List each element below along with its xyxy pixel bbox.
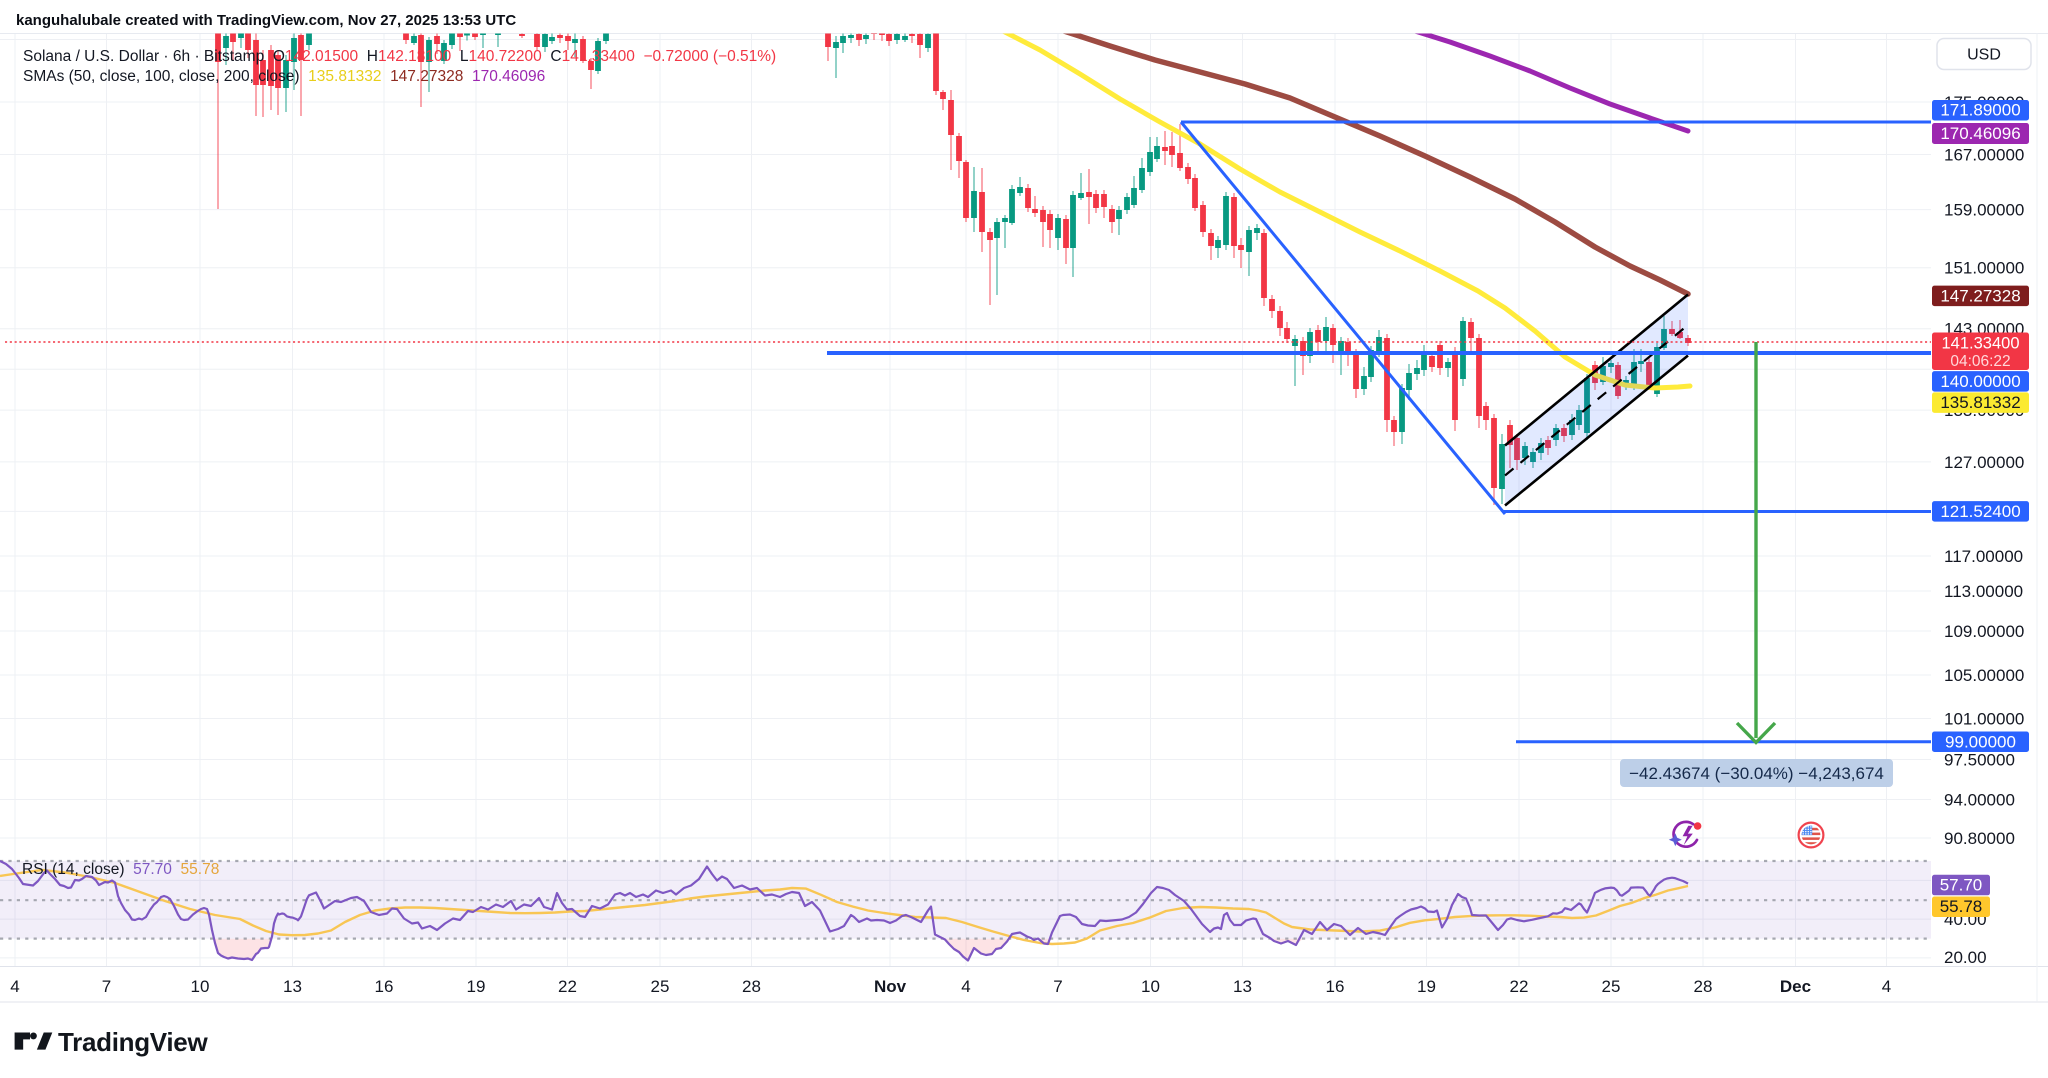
svg-text:113.00000: 113.00000 — [1944, 582, 2023, 601]
svg-text:147.27328: 147.27328 — [1940, 286, 2020, 305]
svg-text:Solana / U.S. Dollar · 6h · Bi: Solana / U.S. Dollar · 6h · Bitstamp O14… — [23, 48, 776, 65]
svg-text:7: 7 — [1053, 977, 1062, 996]
svg-text:28: 28 — [1694, 977, 1713, 996]
svg-text:16: 16 — [375, 977, 394, 996]
svg-text:25: 25 — [1602, 977, 1621, 996]
svg-text:171.89000: 171.89000 — [1940, 101, 2020, 120]
svg-text:101.00000: 101.00000 — [1944, 710, 2024, 729]
svg-text:97.50000: 97.50000 — [1944, 751, 2015, 770]
svg-text:19: 19 — [1417, 977, 1436, 996]
svg-text:4: 4 — [10, 977, 19, 996]
svg-text:20.00: 20.00 — [1944, 948, 1987, 967]
svg-text:141.33400: 141.33400 — [1942, 335, 2020, 353]
svg-text:10: 10 — [191, 977, 210, 996]
svg-text:4: 4 — [961, 977, 970, 996]
svg-text:04:06:22: 04:06:22 — [1950, 353, 2010, 370]
svg-text:kanguhalubale created with Tra: kanguhalubale created with TradingView.c… — [16, 12, 516, 29]
svg-text:22: 22 — [1510, 977, 1529, 996]
svg-text:135.81332: 135.81332 — [1940, 393, 2020, 412]
svg-text:−42.43674 (−30.04%) −4,243,674: −42.43674 (−30.04%) −4,243,674 — [1629, 764, 1884, 783]
svg-text:4: 4 — [1882, 977, 1891, 996]
svg-text:TradingView: TradingView — [58, 1027, 208, 1057]
svg-text:25: 25 — [651, 977, 670, 996]
svg-text:170.46096: 170.46096 — [1940, 124, 2020, 143]
svg-text:7: 7 — [102, 977, 111, 996]
svg-text:19: 19 — [467, 977, 486, 996]
svg-text:55.78: 55.78 — [1940, 897, 1983, 916]
svg-text:159.00000: 159.00000 — [1944, 201, 2024, 220]
svg-text:Dec: Dec — [1780, 977, 1811, 996]
svg-text:167.00000: 167.00000 — [1944, 146, 2024, 165]
svg-text:151.00000: 151.00000 — [1944, 259, 2024, 278]
svg-text:109.00000: 109.00000 — [1944, 622, 2024, 641]
svg-text:10: 10 — [1141, 977, 1160, 996]
svg-text:99.00000: 99.00000 — [1945, 732, 2016, 751]
svg-text:22: 22 — [558, 977, 577, 996]
svg-text:SMAs (50, close, 100, close, 2: SMAs (50, close, 100, close, 200, close)… — [23, 68, 545, 85]
svg-text:121.52400: 121.52400 — [1940, 502, 2020, 521]
svg-text:RSI (14, close) 57.70 55.78: RSI (14, close) 57.70 55.78 — [22, 861, 219, 878]
svg-text:57.70: 57.70 — [1940, 876, 1983, 895]
svg-text:140.00000: 140.00000 — [1940, 372, 2020, 391]
svg-text:13: 13 — [1233, 977, 1252, 996]
svg-text:28: 28 — [742, 977, 761, 996]
svg-text:USD: USD — [1967, 47, 2001, 64]
svg-text:13: 13 — [283, 977, 302, 996]
svg-text:105.00000: 105.00000 — [1944, 666, 2024, 685]
svg-text:94.00000: 94.00000 — [1944, 791, 2015, 810]
svg-text:90.80000: 90.80000 — [1944, 829, 2015, 848]
svg-text:Nov: Nov — [874, 977, 907, 996]
svg-text:16: 16 — [1326, 977, 1345, 996]
svg-text:117.00000: 117.00000 — [1944, 547, 2023, 566]
svg-text:127.00000: 127.00000 — [1944, 453, 2024, 472]
